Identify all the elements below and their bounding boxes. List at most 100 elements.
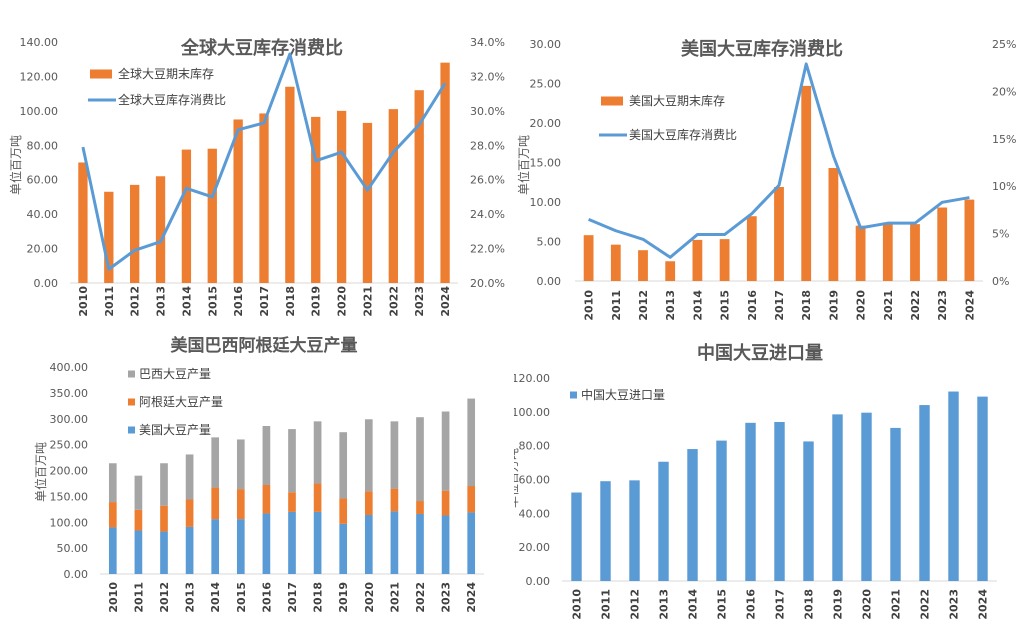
x-tick-label: 2016 [260, 582, 273, 613]
x-tick-label: 2023 [440, 582, 453, 613]
bar-segment [313, 511, 322, 574]
x-tick-label: 2024 [439, 286, 452, 317]
bar-segment [313, 483, 322, 512]
legend-label: 巴西大豆产量 [139, 367, 211, 381]
bar-segment [160, 505, 168, 532]
bar [890, 427, 901, 581]
x-tick-label: 2020 [336, 286, 349, 317]
bar [629, 480, 640, 581]
y2-tick-label: 20% [992, 85, 1016, 98]
y-axis-label: 单位百万吨 [516, 135, 531, 195]
x-tick-label: 2019 [337, 582, 350, 613]
x-tick-label: 2013 [184, 582, 197, 613]
bar [861, 412, 872, 581]
bar-segment [288, 429, 296, 493]
y-tick-label: 0.00 [537, 275, 562, 288]
x-tick-label: 2024 [977, 589, 990, 620]
y2-tick-label: 22.0% [470, 243, 505, 256]
y-tick-label: 10.00 [530, 196, 562, 209]
legend-swatch [128, 398, 135, 406]
bar [910, 224, 920, 281]
bar-segment [134, 530, 143, 574]
bar-segment [288, 511, 296, 574]
bar [658, 461, 669, 581]
x-tick-label: 2021 [890, 589, 903, 620]
bar-segment [288, 492, 296, 512]
bar-segment [134, 509, 143, 531]
x-tick-label: 2010 [571, 589, 584, 620]
bar-segment [236, 489, 245, 520]
bar-segment [108, 502, 117, 528]
bar [745, 422, 756, 581]
bar-segment [108, 463, 117, 503]
bar [571, 492, 582, 581]
y2-tick-label: 26.0% [470, 174, 505, 187]
legend-swatch [570, 391, 577, 399]
x-tick-label: 2016 [745, 589, 758, 620]
legend-swatch [128, 370, 135, 378]
bar [362, 122, 373, 284]
y-tick-label: 50.00 [57, 542, 89, 555]
x-tick-label: 2023 [936, 290, 949, 321]
bar-segment [236, 439, 245, 490]
bar-segment [441, 515, 450, 574]
x-tick-label: 2023 [948, 589, 961, 620]
x-tick-label: 2015 [206, 286, 219, 317]
y-tick-label: 140.00 [20, 36, 59, 49]
bar-segment [390, 421, 399, 489]
y2-tick-label: 10% [992, 180, 1016, 193]
bar-segment [467, 512, 476, 574]
x-tick-label: 2011 [600, 589, 613, 620]
bar [440, 62, 450, 284]
y-tick-label: 5.00 [537, 236, 562, 249]
x-tick-label: 2021 [388, 582, 401, 613]
y-tick-label: 300.00 [50, 413, 89, 426]
bar [832, 414, 843, 581]
bar [414, 90, 424, 283]
x-tick-label: 2017 [286, 582, 299, 613]
bar-segment [262, 513, 271, 574]
x-tick-label: 2017 [258, 286, 271, 317]
y2-tick-label: 30.0% [470, 105, 505, 118]
legend-label: 中国大豆进口量 [581, 387, 665, 402]
legend-swatch [90, 69, 112, 79]
chart-us-stock-use: 美国大豆库存消费比 单位百万吨 0.00 5.00 10.00 15.00 20.00 25.… [514, 0, 1027, 328]
bar [801, 85, 812, 282]
bar [964, 199, 975, 281]
y2-tick-label: 5% [992, 228, 1009, 241]
bar [207, 148, 217, 283]
bar [233, 119, 243, 283]
y-tick-label: 0.00 [34, 277, 59, 290]
legend-label: 美国大豆产量 [139, 423, 211, 437]
legend-label: 美国大豆库存消费比 [629, 127, 737, 142]
x-tick-label: 2018 [803, 589, 816, 620]
bar-segment [160, 463, 168, 506]
legend-label: 全球大豆期末库存 [118, 66, 214, 81]
bar-segment [211, 487, 220, 520]
x-tick-label: 2013 [155, 286, 168, 317]
bar [855, 225, 866, 281]
bar-segment [441, 490, 450, 516]
y-tick-label: 100.00 [50, 516, 89, 529]
bar [774, 421, 785, 581]
x-tick-label: 2012 [158, 582, 171, 613]
chart-title: 美国巴西阿根廷大豆产量 [171, 335, 358, 356]
chart-title: 中国大豆进口量 [697, 342, 823, 364]
bar-segment [416, 501, 424, 514]
bar-segment [364, 419, 373, 492]
x-tick-label: 2018 [284, 286, 297, 317]
legend-label: 阿根廷大豆产量 [139, 395, 223, 409]
bar [388, 109, 398, 283]
y-tick-label: 60.00 [519, 474, 551, 487]
bar-segment [313, 421, 322, 484]
bar-segment [108, 527, 117, 574]
bar [285, 86, 295, 283]
x-tick-label: 2019 [832, 589, 845, 620]
y2-tick-label: 28.0% [470, 139, 505, 152]
series-line [81, 52, 447, 271]
y-tick-label: 30.00 [530, 38, 562, 51]
bar-segment [211, 519, 220, 574]
x-tick-label: 2020 [861, 589, 874, 620]
bar [259, 113, 269, 283]
